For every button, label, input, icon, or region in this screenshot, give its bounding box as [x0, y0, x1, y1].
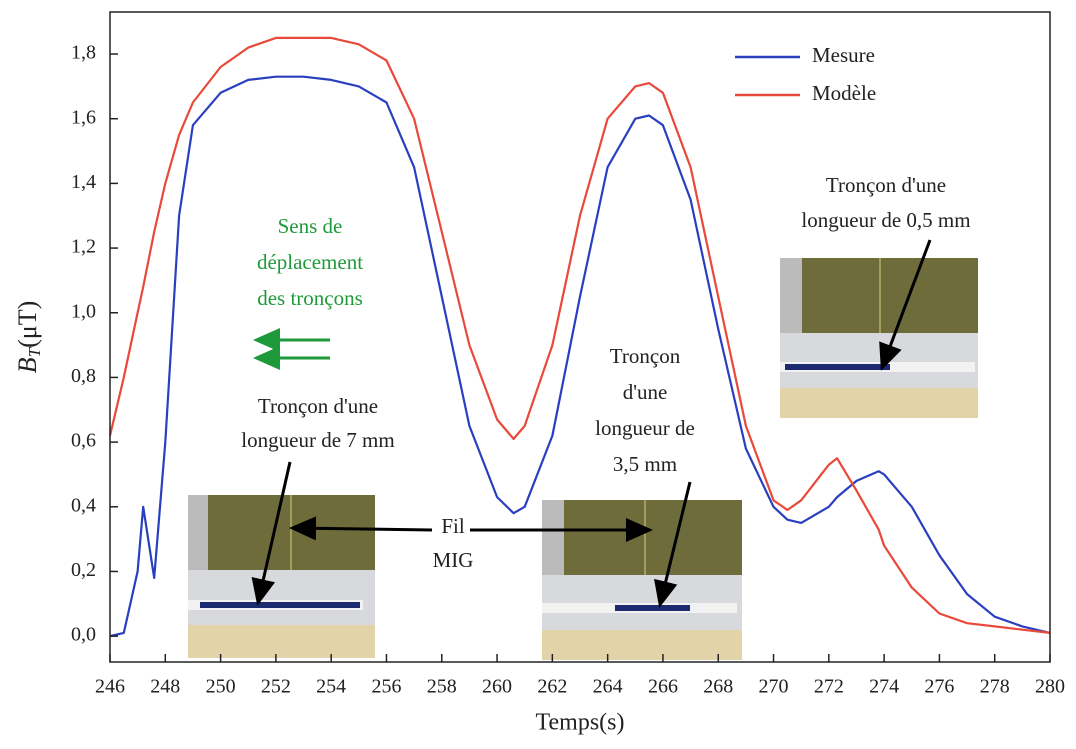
y-label-subscript: T	[25, 346, 44, 357]
annotation: Tronçon d'une	[258, 394, 378, 418]
y-tick-label: 1,6	[71, 106, 96, 128]
annotation: Tronçon d'une	[826, 173, 946, 197]
annotation: longueur de 7 mm	[241, 428, 394, 452]
photo	[780, 258, 978, 418]
x-tick-label: 266	[648, 676, 678, 698]
annotation: des tronçons	[257, 286, 363, 310]
annotations: Sens de déplacement des tronçons Tronçon…	[241, 173, 970, 572]
y-tick-label: 1,8	[71, 42, 96, 64]
x-tick-label: 252	[261, 676, 291, 698]
annotation: Tronçon	[610, 344, 681, 368]
y-label-unit: (μT)	[13, 301, 42, 348]
annotation: déplacement	[257, 250, 363, 274]
y-tick-label: 1,4	[71, 171, 96, 193]
x-tick-label: 270	[759, 676, 789, 698]
arrows	[251, 239, 932, 608]
legend-label: Modèle	[812, 81, 876, 105]
y-tick-label: 0,2	[71, 559, 96, 581]
annotation: longueur de	[595, 416, 695, 440]
x-tick-label: 280	[1035, 676, 1065, 698]
x-tick-label: 254	[316, 676, 346, 698]
x-tick-label: 278	[980, 676, 1010, 698]
y-tick-label: 0,0	[71, 624, 96, 646]
y-tick-label: 0,6	[71, 430, 96, 452]
x-tick-label: 274	[869, 676, 899, 698]
annotation: longueur de 0,5 mm	[801, 208, 970, 232]
plot-frame	[109, 11, 1051, 663]
x-tick-label: 272	[814, 676, 844, 698]
photo	[188, 495, 375, 658]
annotation: 3,5 mm	[613, 452, 677, 476]
x-tick-label: 262	[537, 676, 567, 698]
x-axis-label: Temps(s)	[536, 710, 625, 736]
x-tick-label: 250	[206, 676, 236, 698]
x-tick-label: 268	[703, 676, 733, 698]
x-tick-label: 258	[427, 676, 457, 698]
x-tick-label: 248	[150, 676, 180, 698]
x-tick-label: 256	[371, 676, 401, 698]
legend-label: Mesure	[812, 43, 875, 67]
series-line	[108, 36, 1051, 634]
y-label-symbol: B	[13, 357, 42, 373]
x-tick-label: 246	[95, 676, 125, 698]
y-tick-label: 1,2	[71, 236, 96, 258]
y-tick-label: 0,4	[71, 494, 96, 516]
y-axis-label: BT(μT)	[13, 301, 44, 374]
annotation: Fil	[441, 514, 465, 538]
photo-insets	[188, 258, 978, 660]
annotation: Sens de	[278, 214, 343, 238]
annotation: MIG	[433, 548, 474, 572]
x-tick-label: 276	[924, 676, 954, 698]
y-tick-label: 0,8	[71, 365, 96, 387]
photo	[542, 500, 742, 660]
x-tick-label: 264	[593, 676, 623, 698]
x-tick-label: 260	[482, 676, 512, 698]
series-line	[109, 75, 1051, 638]
annotation: d'une	[623, 380, 668, 404]
plot-area	[108, 36, 1051, 638]
y-tick-label: 1,0	[71, 300, 96, 322]
